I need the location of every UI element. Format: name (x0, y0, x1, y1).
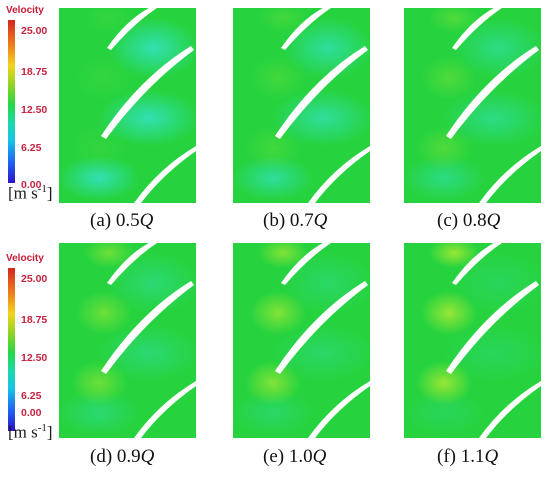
low-velocity-region (273, 90, 370, 146)
contour-field (233, 8, 370, 203)
high-velocity-region (84, 8, 134, 33)
contour-field (404, 243, 541, 438)
low-velocity-region (444, 325, 541, 381)
blade (101, 281, 194, 374)
high-velocity-region (258, 243, 308, 268)
blade (107, 243, 158, 285)
high-velocity-region (250, 291, 306, 335)
velocity-contour-panel (404, 243, 541, 438)
legend-tick: 0.00 (21, 179, 42, 191)
low-velocity-region (233, 156, 313, 200)
colorbar (8, 20, 15, 183)
blade (479, 146, 541, 203)
legend-tick: 25.00 (21, 273, 48, 285)
blade (134, 381, 196, 438)
low-velocity-region (404, 391, 484, 435)
legend-unit: [m s-1] (8, 183, 53, 203)
velocity-contour-panel (233, 8, 370, 203)
colorbar (8, 268, 15, 431)
blade (281, 8, 332, 50)
velocity-contour-panel (404, 8, 541, 203)
blade (101, 46, 194, 139)
legend-unit: [m s-1] (8, 422, 53, 442)
blade (275, 46, 368, 139)
legend-tick: 18.75 (21, 314, 48, 326)
panel-caption: (b) 0.7Q (263, 210, 328, 231)
panel-caption: (c) 0.8Q (437, 210, 501, 231)
colorbar-legend-bottom: Velocity 25.00 18.75 12.50 6.25 0.00 [m … (6, 253, 56, 451)
colorbar-legend-top: Velocity 25.00 18.75 12.50 6.25 0.00 [m … (6, 5, 56, 203)
high-velocity-region (258, 8, 308, 33)
high-velocity-region (245, 126, 301, 170)
panel-caption: (a) 0.5Q (90, 210, 154, 231)
velocity-contour-panel (59, 243, 196, 438)
legend-tick: 6.25 (21, 390, 42, 402)
blade (275, 281, 368, 374)
blade (308, 146, 370, 203)
low-velocity-region (59, 156, 139, 200)
high-velocity-region (416, 361, 472, 405)
contour-field (404, 8, 541, 203)
velocity-contour-panel (233, 243, 370, 438)
legend-tick: 0.00 (21, 407, 42, 419)
high-velocity-region (71, 126, 127, 170)
low-velocity-region (273, 325, 370, 381)
high-velocity-region (416, 126, 472, 170)
legend-tick: 6.25 (21, 142, 42, 154)
legend-title: Velocity (6, 253, 44, 264)
blade (281, 243, 332, 285)
panel-caption: (f) 1.1Q (437, 446, 499, 467)
legend-tick: 12.50 (21, 104, 48, 116)
low-velocity-region (59, 391, 139, 435)
high-velocity-region (421, 56, 477, 100)
low-velocity-region (404, 156, 484, 200)
high-velocity-region (429, 8, 479, 33)
high-velocity-region (76, 291, 132, 335)
high-velocity-region (429, 243, 479, 268)
contour-field (233, 243, 370, 438)
low-velocity-region (444, 90, 541, 146)
blade (452, 243, 503, 285)
panel-caption: (e) 1.0Q (263, 446, 327, 467)
panel-caption: (d) 0.9Q (90, 446, 155, 467)
contour-field (59, 8, 196, 203)
blade (446, 46, 539, 139)
low-velocity-region (99, 325, 196, 381)
low-velocity-region (99, 90, 196, 146)
high-velocity-region (84, 243, 134, 268)
legend-title: Velocity (6, 5, 44, 16)
high-velocity-region (245, 361, 301, 405)
velocity-contour-panel (59, 8, 196, 203)
low-velocity-region (233, 391, 313, 435)
blade (308, 381, 370, 438)
contour-field (59, 243, 196, 438)
high-velocity-region (421, 291, 477, 335)
blade (452, 8, 503, 50)
legend-tick: 18.75 (21, 66, 48, 78)
blade (446, 281, 539, 374)
blade (479, 381, 541, 438)
high-velocity-region (76, 56, 132, 100)
high-velocity-region (71, 361, 127, 405)
legend-tick: 12.50 (21, 352, 48, 364)
blade (134, 146, 196, 203)
legend-tick: 25.00 (21, 25, 48, 37)
high-velocity-region (250, 56, 306, 100)
blade (107, 8, 158, 50)
